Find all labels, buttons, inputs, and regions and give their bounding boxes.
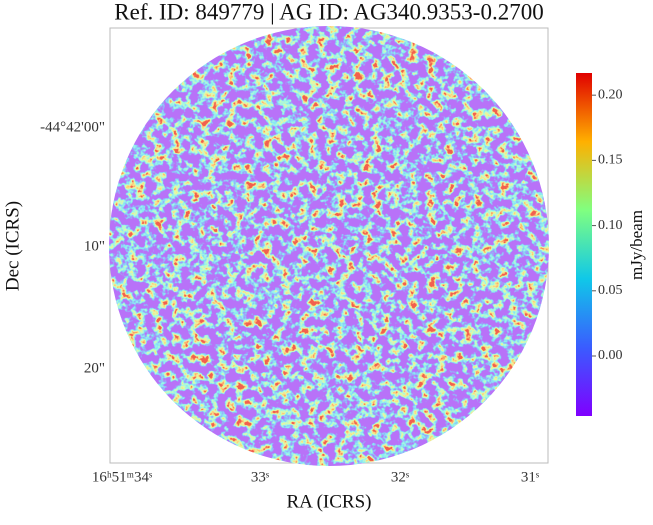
y-tick-label: -44°42'00"	[40, 119, 105, 135]
sky-image	[109, 26, 549, 466]
colorbar-tick-label: 0.00	[598, 348, 623, 363]
x-tick-label: 31ˢ	[521, 469, 539, 485]
y-tick-label: 10"	[84, 238, 105, 254]
colorbar-tick-label: 0.20	[598, 87, 623, 102]
x-axis-label: RA (ICRS)	[287, 491, 372, 512]
colorbar-label: mJy/beam	[627, 210, 646, 280]
x-tick-label: 16ʰ51ᵐ34ˢ	[92, 469, 152, 485]
y-axis-label: Dec (ICRS)	[2, 201, 23, 291]
y-tick-label: 20"	[84, 360, 105, 376]
colorbar-tick-label: 0.15	[598, 153, 623, 168]
colorbar-tick-label: 0.10	[598, 218, 623, 233]
chart-title: Ref. ID: 849779 | AG ID: AG340.9353-0.27…	[114, 0, 543, 24]
x-tick-label: 32ˢ	[391, 469, 409, 485]
colorbar-tick-label: 0.05	[598, 283, 623, 298]
colorbar	[576, 73, 592, 416]
x-tick-label: 33ˢ	[251, 469, 269, 485]
